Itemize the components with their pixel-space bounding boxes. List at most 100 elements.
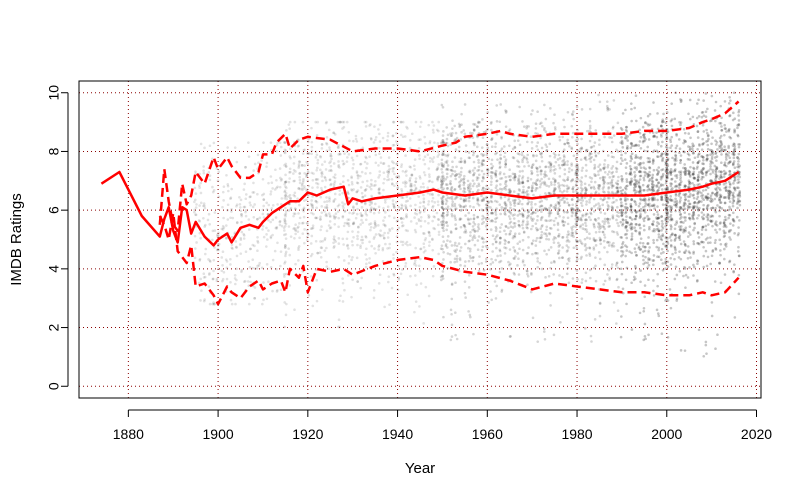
scatter-point — [315, 200, 319, 204]
scatter-point — [567, 259, 571, 263]
scatter-point — [561, 150, 565, 153]
scatter-point — [359, 238, 363, 242]
scatter-point — [278, 219, 282, 223]
scatter-point — [377, 211, 381, 214]
scatter-point — [249, 280, 252, 284]
scatter-point — [565, 197, 569, 201]
scatter-point — [422, 245, 426, 249]
scatter-point — [440, 200, 444, 204]
scatter-point — [495, 184, 498, 187]
scatter-point — [459, 197, 463, 201]
scatter-point — [339, 120, 342, 124]
scatter-point — [665, 203, 668, 206]
scatter-point — [503, 252, 507, 255]
scatter-point — [646, 185, 649, 188]
scatter-point — [607, 244, 611, 247]
scatter-point — [284, 141, 287, 144]
scatter-point — [248, 266, 252, 269]
scatter-point — [705, 215, 709, 218]
scatter-point — [628, 181, 632, 184]
scatter-point — [521, 221, 525, 224]
scatter-point — [437, 223, 440, 227]
scatter-point — [682, 221, 685, 224]
scatter-point — [697, 214, 700, 217]
scatter-point — [451, 204, 454, 208]
scatter-point — [587, 183, 591, 187]
scatter-point — [668, 236, 672, 239]
scatter-point — [611, 208, 614, 211]
scatter-point — [652, 259, 656, 262]
scatter-point — [713, 164, 717, 168]
scatter-point — [472, 122, 475, 126]
scatter-point — [256, 241, 260, 244]
scatter-point — [612, 184, 615, 188]
scatter-point — [624, 278, 628, 282]
scatter-point — [575, 207, 579, 210]
scatter-point — [560, 256, 564, 259]
scatter-point — [709, 179, 712, 183]
scatter-point — [351, 166, 355, 170]
scatter-point — [531, 316, 535, 320]
scatter-point — [315, 206, 318, 210]
scatter-point — [651, 229, 655, 233]
scatter-point — [732, 182, 735, 185]
scatter-point — [413, 168, 416, 171]
scatter-point — [534, 251, 537, 255]
scatter-point — [558, 214, 561, 218]
scatter-point — [405, 240, 409, 244]
scatter-point — [665, 222, 668, 226]
scatter-point — [500, 223, 504, 226]
scatter-point — [674, 184, 678, 188]
scatter-point — [679, 225, 683, 228]
scatter-point — [440, 206, 444, 209]
scatter-point — [664, 203, 667, 207]
scatter-point — [684, 195, 687, 199]
scatter-point — [530, 217, 533, 221]
scatter-point — [710, 197, 713, 201]
scatter-point — [503, 155, 506, 159]
scatter-point — [588, 129, 591, 133]
scatter-point — [725, 164, 728, 168]
scatter-point — [732, 199, 736, 203]
scatter-point — [469, 217, 472, 221]
scatter-point — [661, 156, 665, 160]
scatter-point — [253, 203, 256, 206]
scatter-point — [701, 193, 705, 197]
scatter-point — [682, 204, 686, 208]
scatter-point — [579, 224, 582, 228]
scatter-point — [288, 167, 292, 171]
scatter-point — [486, 199, 489, 203]
scatter-point — [669, 170, 672, 173]
scatter-point — [463, 224, 466, 228]
scatter-point — [422, 149, 426, 153]
scatter-point — [369, 225, 373, 229]
scatter-point — [426, 186, 430, 189]
scatter-point — [383, 177, 386, 181]
scatter-point — [386, 280, 390, 284]
scatter-point — [494, 173, 498, 176]
scatter-point — [508, 222, 511, 225]
scatter-point — [494, 240, 498, 244]
scatter-point — [574, 225, 578, 229]
scatter-point — [671, 252, 674, 256]
scatter-point — [602, 190, 605, 193]
scatter-point — [558, 157, 562, 160]
scatter-point — [199, 299, 202, 302]
scatter-point — [193, 186, 197, 190]
scatter-point — [377, 191, 381, 194]
scatter-point — [620, 315, 623, 318]
scatter-point — [638, 174, 642, 178]
scatter-point — [705, 131, 709, 135]
scatter-point — [482, 240, 485, 244]
scatter-point — [737, 123, 740, 126]
scatter-point — [472, 128, 476, 131]
scatter-point — [441, 226, 445, 230]
scatter-point — [697, 98, 700, 102]
scatter-point — [414, 180, 417, 183]
scatter-point — [513, 139, 517, 143]
scatter-point — [552, 273, 555, 276]
scatter-point — [419, 247, 423, 251]
scatter-point — [562, 189, 566, 193]
scatter-point — [669, 207, 673, 210]
scatter-point — [491, 171, 495, 175]
